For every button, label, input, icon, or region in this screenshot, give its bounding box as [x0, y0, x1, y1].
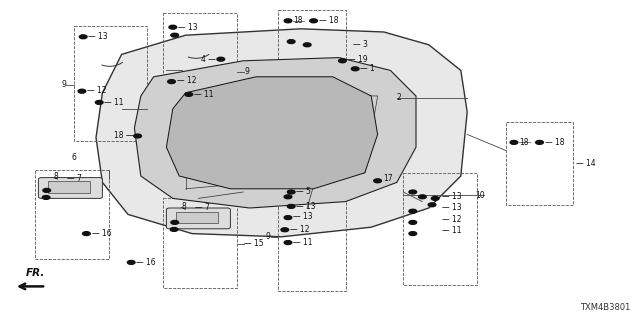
Bar: [278, 186, 346, 291]
Bar: [48, 181, 90, 193]
Circle shape: [409, 190, 417, 194]
Text: — 12: — 12: [290, 225, 309, 234]
Bar: [176, 212, 218, 223]
Text: — 13: — 13: [293, 212, 313, 221]
Text: 8: 8: [181, 202, 186, 211]
Text: — 15: — 15: [244, 239, 264, 248]
Text: 18: 18: [293, 16, 303, 25]
Bar: [163, 198, 237, 288]
Circle shape: [79, 35, 87, 39]
Circle shape: [428, 203, 436, 207]
Bar: [163, 13, 237, 128]
Circle shape: [185, 92, 193, 96]
Text: — 13: — 13: [296, 202, 316, 211]
Circle shape: [419, 195, 426, 199]
Text: — 3: — 3: [353, 40, 368, 49]
Text: — 18: — 18: [545, 138, 564, 147]
Circle shape: [351, 67, 359, 71]
Text: — 16: — 16: [136, 258, 156, 267]
Circle shape: [303, 43, 311, 47]
Circle shape: [284, 19, 292, 23]
Text: — 7: — 7: [67, 174, 82, 183]
Text: — 5: — 5: [296, 188, 311, 196]
FancyBboxPatch shape: [38, 178, 102, 198]
Text: — 13: — 13: [442, 204, 461, 212]
Text: 17: 17: [383, 174, 392, 183]
Circle shape: [287, 190, 295, 194]
Circle shape: [171, 33, 179, 37]
Text: — 18: — 18: [319, 16, 338, 25]
Bar: [278, 10, 346, 86]
Circle shape: [409, 232, 417, 236]
Circle shape: [284, 216, 292, 220]
Polygon shape: [96, 29, 467, 237]
Text: 9: 9: [244, 68, 250, 76]
Circle shape: [536, 140, 543, 144]
Circle shape: [171, 220, 179, 224]
Text: — 11: — 11: [442, 226, 461, 235]
Text: — 7: — 7: [195, 203, 210, 212]
Text: TXM4B3801: TXM4B3801: [580, 303, 630, 312]
Circle shape: [409, 220, 417, 224]
Text: — 1: — 1: [360, 64, 375, 73]
Bar: [74, 26, 147, 141]
Bar: [506, 122, 573, 205]
Text: — 11: — 11: [293, 238, 312, 247]
Circle shape: [287, 204, 295, 208]
Circle shape: [42, 196, 50, 199]
Text: 4 —: 4 —: [202, 55, 216, 64]
Text: 9: 9: [61, 80, 66, 89]
FancyBboxPatch shape: [166, 208, 230, 229]
Bar: [35, 170, 109, 259]
Circle shape: [168, 80, 175, 84]
Circle shape: [510, 140, 518, 144]
Text: 2: 2: [397, 93, 401, 102]
Text: FR.: FR.: [26, 268, 45, 278]
Text: 18: 18: [519, 138, 529, 147]
Text: 18 —: 18 —: [114, 132, 133, 140]
Circle shape: [83, 232, 90, 236]
Text: 6: 6: [71, 153, 76, 162]
Text: — 13: — 13: [88, 32, 108, 41]
Circle shape: [95, 100, 103, 104]
Circle shape: [409, 209, 417, 213]
Text: 10: 10: [475, 191, 484, 200]
Text: — 12: — 12: [177, 76, 196, 85]
Circle shape: [170, 228, 178, 231]
Polygon shape: [134, 58, 416, 208]
Text: — 16: — 16: [92, 229, 111, 238]
Text: — 11: — 11: [194, 90, 213, 99]
Text: — 13: — 13: [178, 23, 198, 32]
Text: — 14: — 14: [576, 159, 596, 168]
Bar: [403, 173, 477, 285]
Text: — 12: — 12: [442, 215, 461, 224]
Circle shape: [281, 228, 289, 232]
Text: — 11: — 11: [104, 98, 124, 107]
Circle shape: [374, 179, 381, 183]
Circle shape: [127, 260, 135, 264]
Circle shape: [339, 59, 346, 63]
Circle shape: [134, 134, 141, 138]
Circle shape: [169, 25, 177, 29]
Circle shape: [78, 89, 86, 93]
Circle shape: [284, 195, 292, 199]
Text: — 19: — 19: [348, 55, 367, 64]
Text: 8: 8: [53, 172, 58, 181]
Circle shape: [284, 241, 292, 244]
Circle shape: [431, 196, 439, 200]
Circle shape: [43, 188, 51, 192]
Circle shape: [287, 40, 295, 44]
Circle shape: [217, 57, 225, 61]
Circle shape: [310, 19, 317, 23]
Polygon shape: [166, 77, 378, 189]
Text: 9: 9: [266, 232, 271, 241]
Text: — 12: — 12: [87, 86, 106, 95]
Text: — 13: — 13: [442, 192, 461, 201]
